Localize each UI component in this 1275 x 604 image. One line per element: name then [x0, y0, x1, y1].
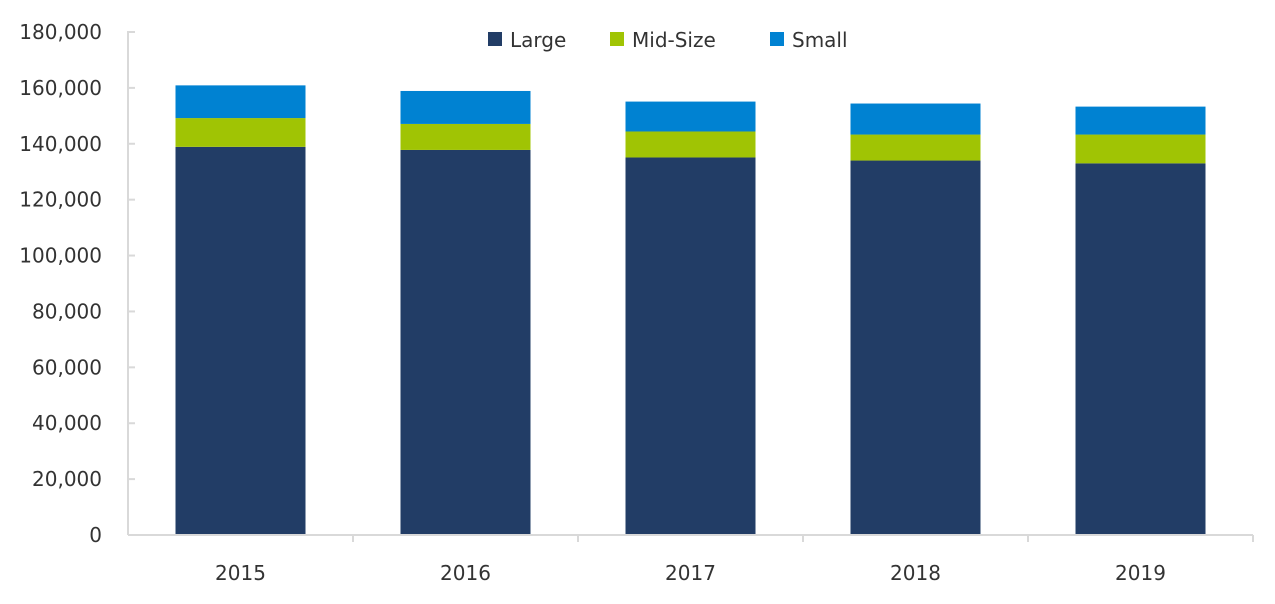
x-tick-label: 2017	[665, 561, 716, 585]
bar-large-2015	[175, 146, 306, 535]
y-tick-label: 20,000	[32, 467, 102, 491]
y-tick-label: 120,000	[19, 188, 102, 212]
y-tick-label: 180,000	[19, 20, 102, 44]
x-tick-label: 2015	[215, 561, 266, 585]
x-axis: 2015 2016 2017 2018 2019	[128, 534, 1254, 585]
legend-label: Large	[510, 28, 566, 52]
y-tick-label: 140,000	[19, 132, 102, 156]
legend-swatch-mid-size	[610, 32, 624, 46]
y-tick-label: 40,000	[32, 411, 102, 435]
legend-label: Mid-Size	[632, 28, 716, 52]
bars	[175, 85, 1206, 536]
bar-small-2016	[400, 90, 531, 124]
x-tick-label: 2018	[890, 561, 941, 585]
bar-large-2018	[850, 160, 981, 536]
bar-mid-size-2015	[175, 118, 306, 147]
y-axis: 0 20,000 40,000 60,000 80,000 100,000 120,000 1…	[19, 20, 135, 547]
legend: Large Mid-Size Small	[488, 28, 848, 52]
bar-small-2015	[175, 85, 306, 119]
y-tick-label: 60,000	[32, 355, 102, 379]
y-tick-label: 80,000	[32, 299, 102, 323]
x-tick-label: 2019	[1115, 561, 1166, 585]
legend-swatch-large	[488, 32, 502, 46]
bar-small-2019	[1075, 106, 1206, 135]
bar-small-2017	[625, 101, 756, 132]
y-tick-label: 0	[89, 523, 102, 547]
bar-large-2016	[400, 149, 531, 536]
bar-mid-size-2018	[850, 134, 981, 161]
bar-large-2019	[1075, 163, 1206, 536]
legend-swatch-small	[770, 32, 784, 46]
x-tick-label: 2016	[440, 561, 491, 585]
bar-mid-size-2017	[625, 131, 756, 158]
bar-small-2018	[850, 103, 981, 135]
y-tick-label: 100,000	[19, 244, 102, 268]
bar-mid-size-2016	[400, 123, 531, 150]
legend-label: Small	[792, 28, 848, 52]
bar-large-2017	[625, 157, 756, 535]
y-tick-label: 160,000	[19, 76, 102, 100]
bar-mid-size-2019	[1075, 134, 1206, 164]
